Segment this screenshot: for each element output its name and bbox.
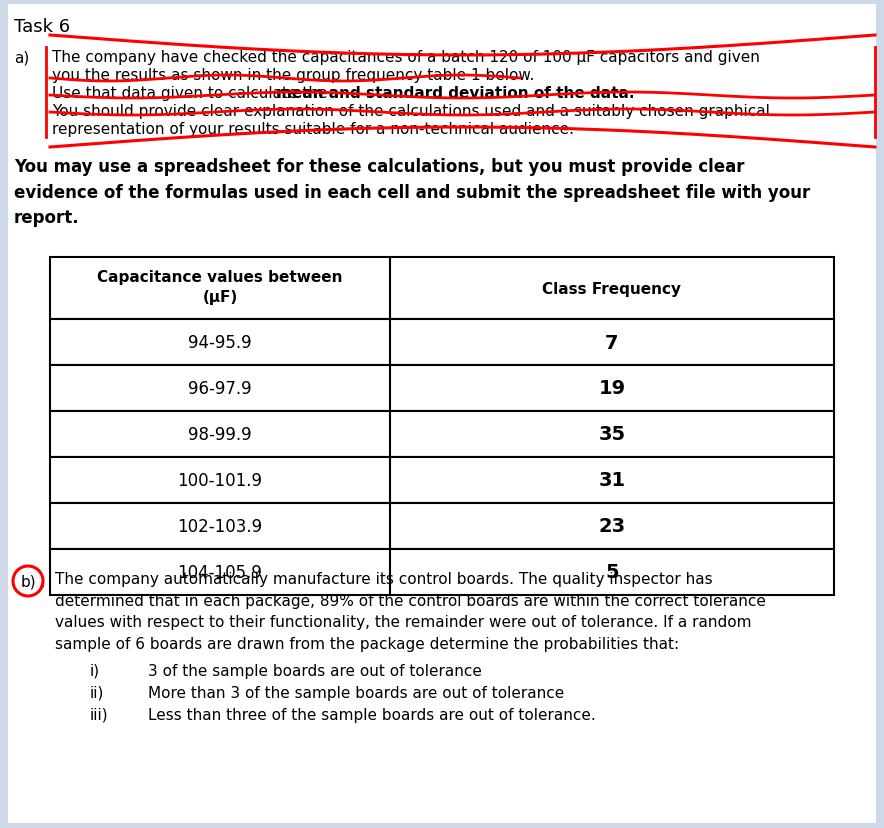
Text: Class Frequency: Class Frequency: [543, 282, 682, 296]
Text: The company automatically manufacture its control boards. The quality inspector : The company automatically manufacture it…: [55, 571, 766, 651]
Bar: [50, 365, 834, 412]
Text: 100-101.9: 100-101.9: [178, 471, 263, 489]
Text: 94-95.9: 94-95.9: [188, 334, 252, 352]
Text: 98-99.9: 98-99.9: [188, 426, 252, 444]
Bar: [50, 412, 834, 457]
Text: 31: 31: [598, 471, 626, 490]
Bar: [50, 457, 834, 503]
Text: Use that data given to calculate the: Use that data given to calculate the: [52, 86, 332, 101]
Text: 96-97.9: 96-97.9: [188, 379, 252, 397]
Text: 35: 35: [598, 425, 626, 444]
Text: ii): ii): [90, 686, 104, 700]
Bar: [50, 503, 834, 549]
Text: You should provide clear explanation of the calculations used and a suitably cho: You should provide clear explanation of …: [52, 104, 770, 119]
Text: 19: 19: [598, 379, 626, 398]
Text: You may use a spreadsheet for these calculations, but you must provide clear
evi: You may use a spreadsheet for these calc…: [14, 158, 811, 227]
Bar: [50, 258, 834, 320]
Text: 104-105.9: 104-105.9: [178, 563, 263, 581]
Text: mean and standard deviation of the data.: mean and standard deviation of the data.: [276, 86, 635, 101]
Text: Task 6: Task 6: [14, 18, 70, 36]
Text: 102-103.9: 102-103.9: [178, 518, 263, 536]
Text: Capacitance values between
(μF): Capacitance values between (μF): [97, 270, 343, 305]
Text: a): a): [14, 50, 29, 65]
Text: 23: 23: [598, 517, 626, 536]
Bar: [50, 549, 834, 595]
Bar: [50, 320, 834, 365]
Text: 3 of the sample boards are out of tolerance: 3 of the sample boards are out of tolera…: [148, 663, 482, 678]
Text: Less than three of the sample boards are out of tolerance.: Less than three of the sample boards are…: [148, 707, 596, 722]
Text: b): b): [20, 574, 36, 589]
Text: representation of your results suitable for a non-technical audience.: representation of your results suitable …: [52, 122, 574, 137]
Text: i): i): [90, 663, 100, 678]
Text: The company have checked the capacitances of a batch 120 of 100 μF capacitors an: The company have checked the capacitance…: [52, 50, 760, 65]
Text: 5: 5: [606, 563, 619, 582]
Text: More than 3 of the sample boards are out of tolerance: More than 3 of the sample boards are out…: [148, 686, 564, 700]
Text: iii): iii): [90, 707, 109, 722]
Text: you the results as shown in the group frequency table 1 below.: you the results as shown in the group fr…: [52, 68, 534, 83]
Text: 7: 7: [606, 333, 619, 352]
